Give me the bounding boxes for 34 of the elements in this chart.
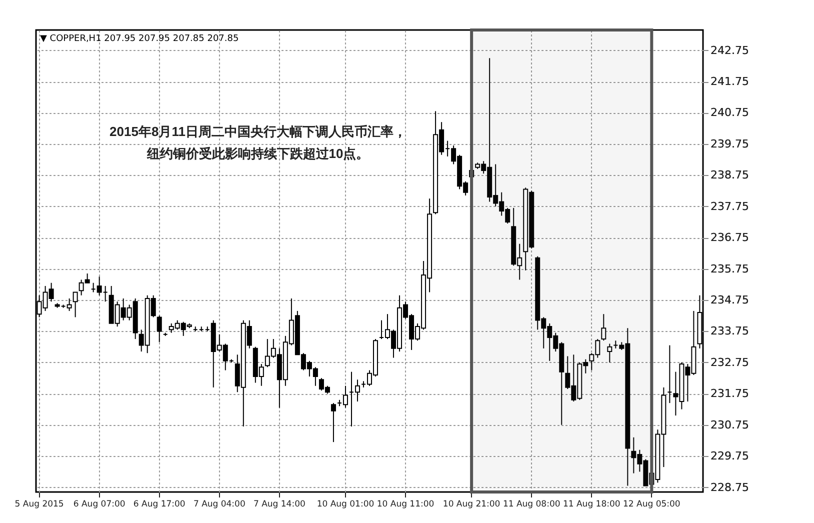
y-tick-label: 234.75 [710, 294, 749, 307]
y-tick-label: 235.75 [710, 262, 749, 276]
chart-title: ▼ COPPER,H1 207.95 207.95 207.85 207.85 [40, 34, 239, 44]
x-tick-label: 10 Aug 21:00 [442, 500, 500, 510]
x-tick-label: 12 Aug 05:00 [623, 500, 680, 510]
x-tick-label: 7 Aug 04:00 [193, 500, 246, 510]
x-tick-label: 5 Aug 2015 [14, 500, 64, 510]
y-tick-label: 232.75 [710, 356, 749, 369]
y-tick-label: 237.75 [710, 200, 749, 213]
candlestick [72, 292, 78, 318]
y-tick-label: 233.75 [710, 324, 749, 338]
y-tick-label: 230.75 [710, 418, 749, 432]
y-tick-label: 238.75 [710, 168, 749, 182]
candlestick [330, 402, 336, 443]
x-tick-label: 6 Aug 07:00 [73, 500, 126, 510]
y-tick-label: 241.75 [710, 75, 749, 88]
y-tick-label: 231.75 [710, 387, 749, 400]
candlestick [601, 314, 606, 342]
annotation: 2015年8月11日周二中国央行大幅下调人民币汇率， [110, 124, 406, 139]
x-tick-label: 10 Aug 01:00 [316, 500, 374, 510]
y-tick-label: 229.75 [710, 450, 749, 463]
x-tick-label: 6 Aug 17:00 [133, 500, 186, 510]
x-tick-label: 10 Aug 11:00 [376, 500, 434, 510]
y-tick-label: 228.75 [710, 480, 749, 494]
candlestick [607, 343, 612, 363]
y-tick-label: 242.75 [710, 44, 749, 57]
y-tick-label: 239.75 [710, 137, 749, 150]
y-tick-label: 236.75 [710, 231, 749, 244]
x-tick-label: 11 Aug 18:00 [562, 500, 620, 510]
annotation: 纽约铜价受此影响持续下跌超过10点。 [146, 146, 370, 161]
x-tick-label: 11 Aug 08:00 [502, 500, 560, 510]
x-tick-label: 7 Aug 14:00 [253, 500, 306, 510]
candlestick [156, 315, 162, 343]
y-tick-label: 240.75 [710, 106, 749, 120]
